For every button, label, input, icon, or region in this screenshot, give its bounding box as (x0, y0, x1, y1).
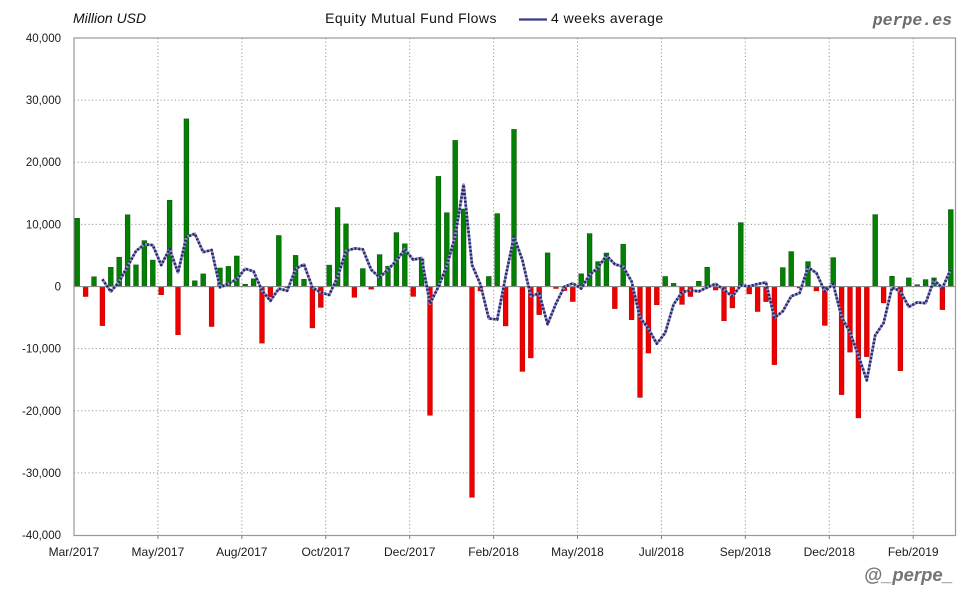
svg-text:-30,000: -30,000 (22, 468, 61, 480)
svg-text:Million USD: Million USD (73, 10, 146, 26)
svg-text:20,000: 20,000 (26, 157, 61, 169)
svg-text:40,000: 40,000 (26, 33, 61, 45)
svg-text:Jul/2018: Jul/2018 (639, 545, 685, 559)
svg-text:Equity Mutual Fund Flows: Equity Mutual Fund Flows (325, 10, 497, 26)
svg-text:Dec/2017: Dec/2017 (384, 545, 436, 559)
svg-text:@_perpe_: @_perpe_ (864, 564, 953, 585)
svg-text:4 weeks average: 4 weeks average (551, 10, 664, 26)
svg-text:May/2018: May/2018 (551, 545, 604, 559)
svg-text:Aug/2017: Aug/2017 (216, 545, 268, 559)
svg-text:Feb/2019: Feb/2019 (888, 545, 939, 559)
svg-text:May/2017: May/2017 (132, 545, 185, 559)
svg-text:Sep/2018: Sep/2018 (720, 545, 772, 559)
svg-text:Mar/2017: Mar/2017 (49, 545, 100, 559)
svg-text:30,000: 30,000 (26, 95, 61, 107)
svg-text:-10,000: -10,000 (22, 344, 61, 356)
svg-text:Dec/2018: Dec/2018 (804, 545, 856, 559)
svg-text:Oct/2017: Oct/2017 (301, 545, 350, 559)
svg-text:perpe.es: perpe.es (872, 11, 952, 30)
svg-text:-20,000: -20,000 (22, 406, 61, 418)
svg-text:Feb/2018: Feb/2018 (468, 545, 519, 559)
svg-text:0: 0 (55, 282, 61, 294)
svg-text:-40,000: -40,000 (22, 530, 61, 542)
svg-text:10,000: 10,000 (26, 219, 61, 231)
